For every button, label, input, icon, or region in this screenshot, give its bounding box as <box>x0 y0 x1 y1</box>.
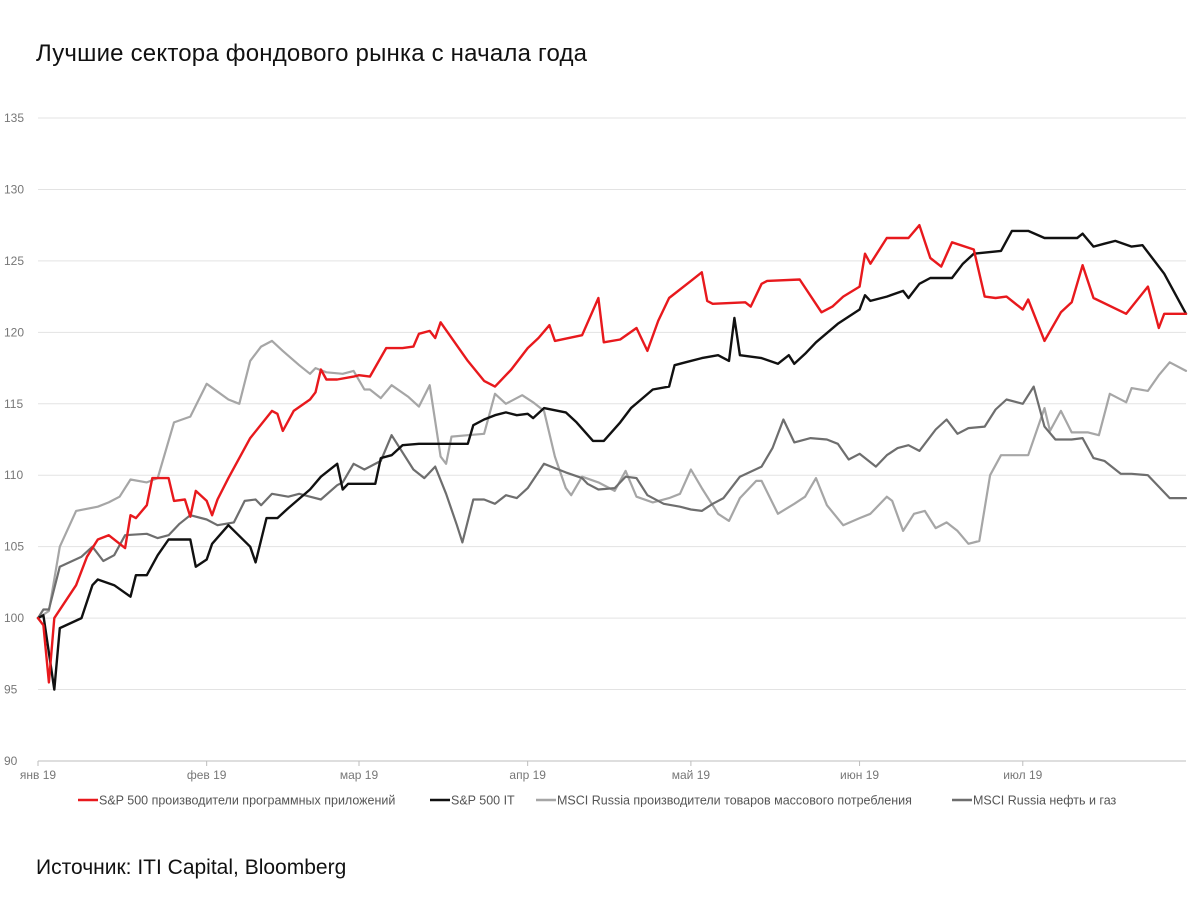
y-axis-labels: 90 95 100 105 110 115 120 125 130 135 <box>4 111 24 768</box>
y-tick-label: 105 <box>4 540 24 554</box>
x-tick-label: июл 19 <box>1003 768 1042 782</box>
legend: S&P 500 производители программных прилож… <box>78 794 1117 808</box>
x-tick-label: мар 19 <box>340 768 379 782</box>
y-tick-label: 115 <box>4 397 23 411</box>
legend-label: S&P 500 IT <box>451 794 515 808</box>
y-tick-label: 120 <box>4 325 24 339</box>
series-lines <box>36 224 1188 691</box>
x-tick-label: фев 19 <box>187 768 227 782</box>
series-line-2 <box>36 339 1188 620</box>
source-note: Источник: ITI Capital, Bloomberg <box>36 856 347 879</box>
x-tick-label: июн 19 <box>840 768 879 782</box>
y-tick-label: 110 <box>4 468 23 482</box>
x-tick-label: май 19 <box>672 768 711 782</box>
series-line-3 <box>36 385 1188 620</box>
x-tick-label: янв 19 <box>20 768 57 782</box>
y-tick-label: 125 <box>4 254 24 268</box>
x-axis-labels: янв 19 фев 19 мар 19 апр 19 май 19 июн 19 июл … <box>20 761 1043 782</box>
y-tick-label: 95 <box>4 683 18 697</box>
series-line-0 <box>36 224 1188 684</box>
legend-label: S&P 500 производители программных прилож… <box>99 794 395 808</box>
series-line-1 <box>36 229 1188 691</box>
y-tick-label: 90 <box>4 754 18 768</box>
x-tick-label: апр 19 <box>509 768 546 782</box>
grid-lines <box>38 117 1186 762</box>
chart-title: Лучшие сектора фондового рынка с начала … <box>36 40 588 67</box>
y-tick-label: 135 <box>4 111 24 125</box>
legend-label: MSCI Russia производители товаров массов… <box>557 794 912 808</box>
y-tick-label: 130 <box>4 182 24 196</box>
legend-label: MSCI Russia нефть и газ <box>973 794 1117 808</box>
y-tick-label: 100 <box>4 611 24 625</box>
